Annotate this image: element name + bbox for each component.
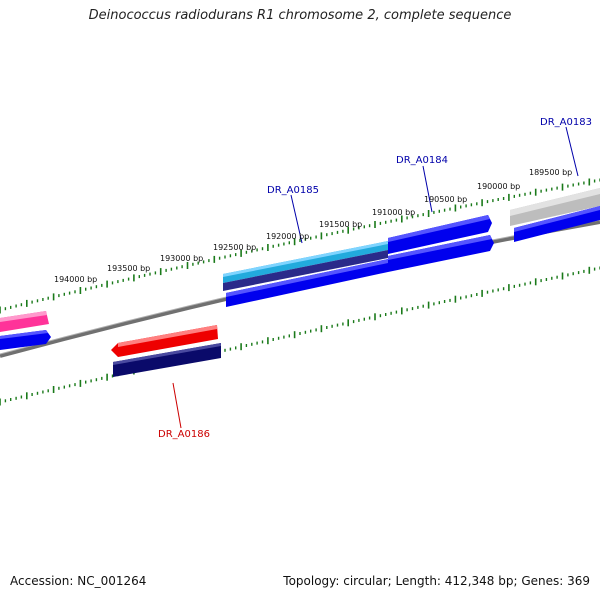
ruler-label: 192000 bp [266,232,309,241]
gene-blue-left-shade [0,330,48,339]
label-dr-a0185[interactable]: DR_A0185 [267,185,319,196]
gene-dr-a0186-cds[interactable] [113,343,221,377]
accession-text: Accession: NC_001264 [10,574,147,588]
gene-dr-a0184-cds-shade [388,235,492,260]
label-dr-a0183[interactable]: DR_A0183 [540,117,592,128]
ruler-label: 190500 bp [424,195,467,204]
ruler-label: 191500 bp [319,220,362,229]
gene-pink-left-shade [0,311,47,322]
gene-dr-a0185-cds[interactable] [223,250,388,291]
gene-dr-a0186-shade [118,325,217,347]
gene-blue-long-shade [226,259,388,297]
label-dr-a0184[interactable]: DR_A0184 [396,155,448,166]
ruler-label: 189500 bp [529,168,572,177]
gene-dr-a0184[interactable] [388,215,492,254]
gene-dr-a0184-cds[interactable] [388,235,494,272]
label-dr-a0186[interactable]: DR_A0186 [158,429,210,440]
topology-summary: Topology: circular; Length: 412,348 bp; … [283,574,590,588]
ruler-label: 194000 bp [54,275,97,284]
gene-blue-right-shade [514,206,600,232]
gene-grey-shade [510,188,600,216]
ruler-label: 191000 bp [372,208,415,217]
leader-dr-a0185 [290,194,303,244]
ruler-label: 193000 bp [160,254,203,263]
gene-dr-a0184-shade [388,215,490,242]
leader-dr-a0186 [172,382,182,429]
gene-dr-a0185-shade [223,241,388,277]
gene-dr-a0186-cds-shade [113,343,221,365]
upper-ruler [0,178,600,314]
page-title: Deinococcus radiodurans R1 chromosome 2,… [88,8,512,23]
leader-dr-a0183 [565,126,579,177]
ruler-label: 193500 bp [107,264,150,273]
ruler-label: 190000 bp [477,182,520,191]
leader-dr-a0184 [422,165,433,213]
ruler-label: 192500 bp [213,243,256,252]
